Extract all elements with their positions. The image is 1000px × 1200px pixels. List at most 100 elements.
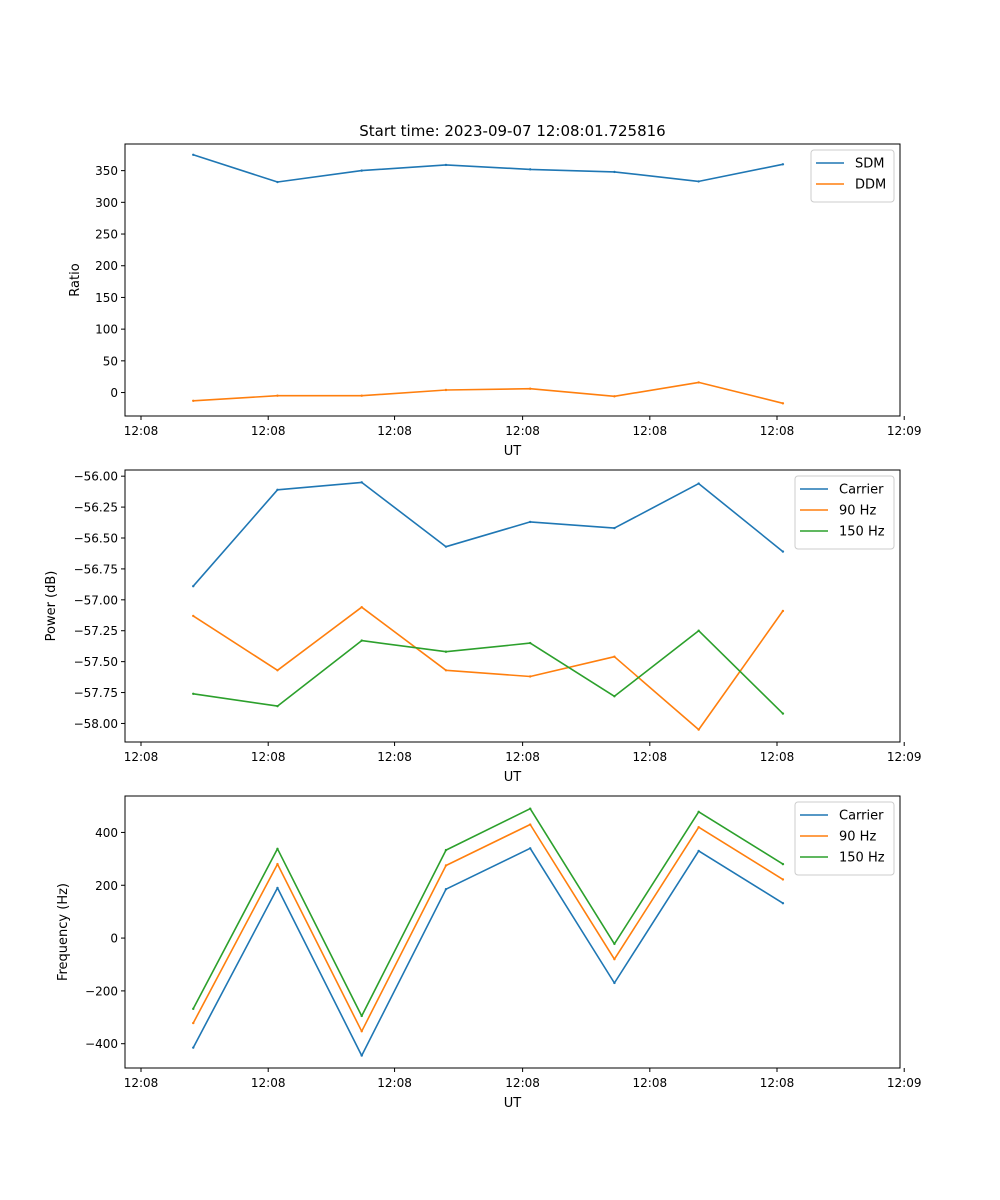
data-point-150-hz [360, 639, 363, 642]
series-line-carrier [192, 481, 784, 587]
data-point-150-hz [528, 807, 532, 810]
data-point-carrier [697, 482, 700, 485]
data-point-150-hz [781, 862, 785, 866]
x-tick-label: 12:08 [251, 424, 286, 438]
series-line-150-hz [192, 807, 784, 1017]
data-point-sdm [697, 180, 700, 183]
data-point-150-hz [697, 629, 700, 632]
data-point-carrier [613, 981, 616, 985]
x-tick-label: 12:08 [377, 750, 412, 764]
series-line-90-hz [192, 606, 784, 731]
legend-label: Carrier [839, 809, 884, 824]
data-point-150-hz [192, 692, 195, 695]
data-point-carrier [276, 886, 279, 890]
y-axis-label: Power (dB) [44, 571, 59, 642]
data-point-carrier [444, 888, 448, 891]
power-panel: 12:08 12:08 12:08 12:08 12:08 12:08 12:09 −56.0… [44, 469, 922, 785]
data-point-sdm [444, 163, 448, 167]
data-point-carrier [697, 849, 700, 853]
y-tick-label: −200 [85, 984, 118, 998]
data-point-ddm [192, 399, 195, 402]
x-tick-label: 12:08 [377, 1076, 412, 1090]
data-point-90-hz [528, 675, 532, 678]
data-point-150-hz [444, 650, 448, 653]
data-point-carrier [528, 520, 532, 524]
legend-label: 150 Hz [839, 525, 885, 540]
data-point-ddm [697, 381, 700, 384]
data-point-150-hz [276, 704, 279, 708]
data-point-carrier [192, 1046, 195, 1049]
x-tick-label: 12:08 [124, 750, 159, 764]
data-point-90-hz [528, 823, 532, 826]
data-point-150-hz [781, 712, 785, 715]
axes-frame [124, 469, 901, 743]
series-line-150-hz [193, 629, 784, 715]
y-tick-label: −400 [85, 1037, 118, 1051]
data-point-ddm [276, 394, 279, 397]
x-tick-label: 12:09 [887, 750, 922, 764]
frequency-panel: 12:08 12:08 12:08 12:08 12:08 12:08 12:09 −400 −… [56, 795, 922, 1111]
legend: Carrier 90 Hz 150 Hz [794, 801, 895, 876]
data-point-90-hz [192, 1021, 195, 1025]
legend-label: 90 Hz [839, 830, 876, 845]
data-point-carrier [360, 1054, 363, 1057]
x-axis-label: UT [504, 770, 522, 785]
x-tick-label: 12:08 [633, 424, 668, 438]
x-axis-label: UT [504, 444, 522, 459]
data-point-ddm [613, 395, 616, 398]
data-point-150-hz [360, 1014, 363, 1018]
data-point-150-hz [613, 695, 616, 698]
data-point-sdm [276, 180, 279, 184]
data-point-90-hz [697, 728, 700, 731]
ratio-panel: 12:08 12:08 12:08 12:08 12:08 12:08 12:09 0 50 10… [68, 143, 922, 459]
y-tick-label: 0 [110, 932, 118, 946]
y-tick-label: 200 [95, 879, 118, 893]
x-tick-label: 12:08 [760, 750, 795, 764]
x-tick-label: 12:08 [251, 750, 286, 764]
y-tick-label: −56.75 [74, 562, 118, 576]
data-point-90-hz [444, 864, 448, 867]
x-tick-label: 12:08 [505, 750, 540, 764]
x-tick-label: 12:08 [124, 1076, 159, 1090]
legend-label: Carrier [839, 483, 884, 498]
y-tick-label: −57.75 [74, 686, 118, 700]
data-point-150-hz [276, 847, 279, 851]
y-tick-label: 300 [95, 196, 118, 210]
legend-label: 90 Hz [839, 504, 876, 519]
figure-title: Start time: 2023-09-07 12:08:01.725816 [359, 122, 665, 140]
data-point-ddm [781, 402, 785, 405]
y-tick-label: −57.00 [74, 593, 118, 607]
axes-frame [124, 795, 901, 1069]
data-point-150-hz [613, 942, 616, 946]
y-tick-label: −56.00 [74, 470, 118, 484]
x-tick-label: 12:08 [633, 750, 668, 764]
x-tick-label: 12:08 [124, 424, 159, 438]
legend-label: 150 Hz [839, 851, 885, 866]
y-tick-label: 400 [95, 826, 118, 840]
data-point-90-hz [444, 669, 448, 672]
data-point-sdm [613, 170, 616, 174]
data-point-sdm [360, 169, 363, 172]
data-point-carrier [528, 847, 532, 850]
data-point-90-hz [781, 878, 785, 881]
data-point-sdm [192, 153, 195, 156]
y-tick-label: 150 [95, 291, 118, 305]
y-tick-label: −57.25 [74, 624, 118, 638]
data-point-ddm [444, 388, 448, 392]
data-point-90-hz [781, 609, 785, 613]
series-line-carrier [192, 847, 784, 1057]
data-point-150-hz [192, 1007, 195, 1011]
x-axis-label: UT [504, 1096, 522, 1111]
data-point-90-hz [613, 958, 616, 961]
x-tick-label: 12:09 [887, 1076, 922, 1090]
axes-frame [124, 143, 901, 417]
y-tick-label: 100 [95, 323, 118, 337]
legend-label: DDM [855, 178, 886, 193]
x-tick-label: 12:08 [251, 1076, 286, 1090]
data-point-90-hz [276, 862, 279, 866]
data-point-90-hz [360, 606, 363, 609]
data-point-90-hz [192, 614, 195, 618]
legend-label: SDM [855, 157, 884, 172]
legend: Carrier 90 Hz 150 Hz [794, 475, 895, 550]
